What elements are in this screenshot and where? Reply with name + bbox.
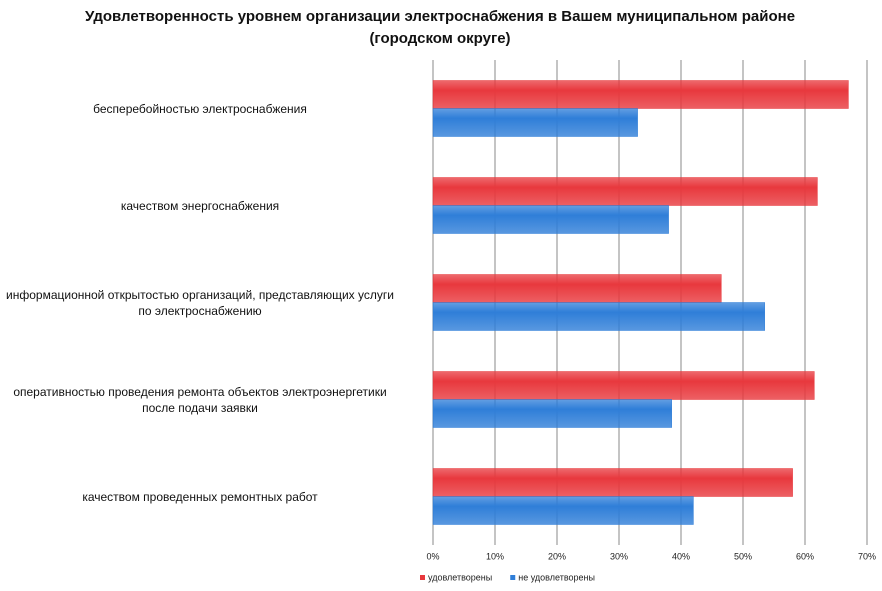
y-tick-label: оперативностью проведения ремонта объект… [13,384,387,415]
x-tick-label: 40% [672,551,690,561]
legend-swatch [510,575,516,580]
x-tick-label: 0% [426,551,439,561]
x-tick-label: 30% [610,551,628,561]
x-tick-label: 20% [548,551,566,561]
y-tick-label: бесперебойностью электроснабжения [93,101,307,116]
y-tick-label: информационной открытостью организаций, … [6,287,394,318]
y-tick-label: качеством энергоснабжения [120,198,280,213]
bar [432,108,638,137]
bar [432,274,722,303]
bar [432,468,793,497]
bar [432,177,818,206]
bar [432,371,815,400]
legend-label: не удовлетворены [518,572,595,582]
x-tick-label: 50% [734,551,752,561]
x-tick-label: 70% [858,551,876,561]
x-tick-label: 10% [486,551,504,561]
legend-swatch [420,575,425,580]
chart-title: Удовлетворенность уровнем организации эл… [84,8,796,47]
y-tick-label: качеством проведенных ремонтных работ [82,489,318,504]
legend-label: удовлетворены [428,572,492,582]
bar [432,205,669,234]
bar [432,302,765,331]
x-tick-label: 60% [796,551,814,561]
bar [432,399,672,428]
bar [432,80,849,109]
bar [432,496,694,525]
